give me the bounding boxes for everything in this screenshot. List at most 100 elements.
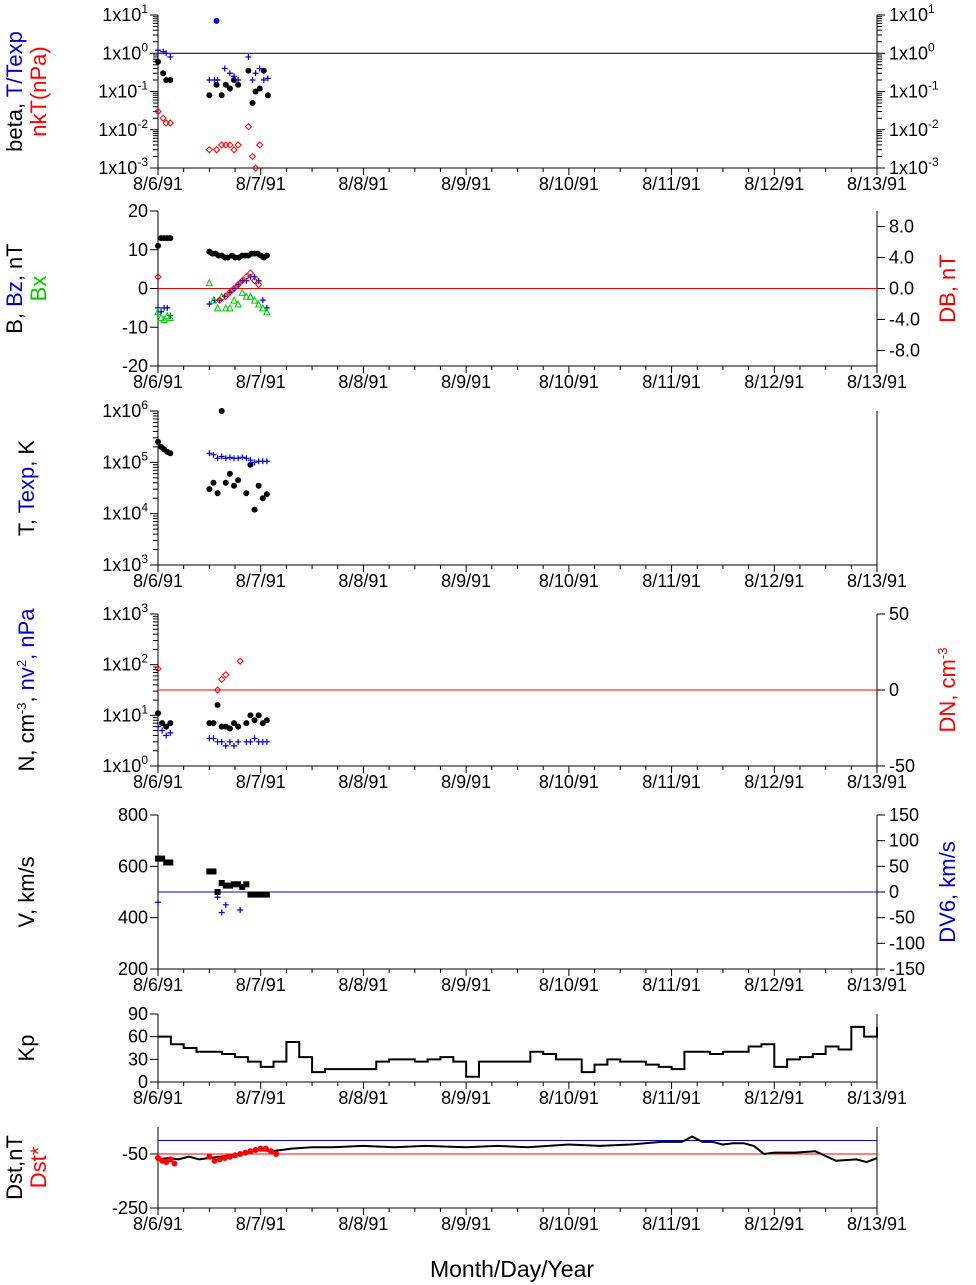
data-point-b-db bbox=[226, 288, 234, 297]
x-tick-label: 8/8/91 bbox=[338, 571, 388, 591]
right-tick-label-n: 0 bbox=[889, 680, 899, 700]
y-tick-label-beta: 1x101 bbox=[102, 2, 148, 25]
y-tick-label-n: 1x102 bbox=[102, 652, 148, 675]
data-point-t-texp bbox=[210, 451, 217, 458]
data-point-t-t bbox=[251, 506, 258, 513]
data-point-beta-nktnpa bbox=[255, 141, 264, 149]
right-tick-label-v: -150 bbox=[889, 959, 925, 979]
data-point-b-bx bbox=[246, 292, 255, 300]
data-point-t-t bbox=[243, 490, 250, 497]
data-point-t-texp bbox=[239, 454, 246, 461]
x-tick-label: 8/10/91 bbox=[539, 975, 599, 995]
data-point-n-dn bbox=[222, 671, 230, 679]
data-point-beta-beta bbox=[252, 88, 259, 95]
data-point-n-nv2 bbox=[210, 735, 217, 742]
x-tick-label: 8/8/91 bbox=[338, 174, 388, 194]
data-point-dst-dst bbox=[206, 1153, 213, 1160]
x-tick-label: 8/12/91 bbox=[744, 372, 804, 392]
data-point-t-texp bbox=[222, 455, 229, 462]
data-point-v-v bbox=[210, 868, 217, 875]
data-point-n-nv2 bbox=[163, 732, 170, 739]
data-point-beta-beta bbox=[222, 81, 229, 88]
data-point-beta-beta bbox=[206, 92, 213, 99]
y-tick-label-beta: 1x10-3 bbox=[98, 155, 148, 178]
x-tick-label: 8/10/91 bbox=[539, 1214, 599, 1234]
x-tick-label: 8/13/91 bbox=[847, 975, 907, 995]
data-point-beta-nktnpa bbox=[248, 152, 257, 161]
x-tick-label: 8/11/91 bbox=[642, 1088, 701, 1108]
x-tick-label: 8/7/91 bbox=[236, 1214, 286, 1234]
data-point-dst-dst bbox=[237, 1151, 244, 1157]
y-tick-label-b: 20 bbox=[128, 201, 148, 221]
y-axis-label-dst: Dst,nT bbox=[2, 1135, 27, 1200]
data-point-beta-ttexp bbox=[231, 73, 238, 80]
data-point-beta-ttexp bbox=[155, 47, 161, 54]
x-tick-label: 8/7/91 bbox=[236, 174, 286, 194]
data-point-b-b bbox=[263, 252, 270, 259]
y-tick-label-beta: 1x10-1 bbox=[98, 79, 148, 102]
x-tick-label: 8/13/91 bbox=[847, 1214, 907, 1234]
x-tick-label: 8/11/91 bbox=[642, 571, 701, 591]
data-point-n-n bbox=[255, 712, 262, 719]
data-point-t-t bbox=[214, 490, 221, 497]
data-point-beta-beta bbox=[155, 58, 161, 65]
x-tick-label: 8/11/91 bbox=[642, 772, 701, 792]
data-point-n-nv2 bbox=[222, 742, 229, 749]
data-point-dst-dst bbox=[267, 1148, 274, 1155]
right-tick-label-v: -50 bbox=[889, 908, 915, 928]
data-point-v-v bbox=[214, 889, 221, 895]
y-tick-label-b: -10 bbox=[122, 317, 148, 337]
x-tick-label: 8/12/91 bbox=[744, 1088, 804, 1108]
data-point-t-texp bbox=[218, 453, 225, 460]
data-point-v-dv6 bbox=[222, 901, 229, 908]
x-tick-label: 8/11/91 bbox=[642, 174, 701, 194]
y-axis-label-b: B, Bz, nT bbox=[2, 243, 27, 334]
x-tick-label: 8/9/91 bbox=[441, 372, 491, 392]
data-point-v-v bbox=[231, 881, 238, 888]
y-tick-label-t: 1x105 bbox=[102, 449, 148, 472]
data-point-dst-dst bbox=[257, 1145, 264, 1152]
data-point-beta-ttexp bbox=[256, 65, 263, 72]
x-tick-label: 8/6/91 bbox=[133, 571, 183, 591]
y-tick-label-kp: 0 bbox=[138, 1072, 148, 1092]
data-point-b-bx bbox=[234, 299, 242, 308]
data-point-beta-ttexp bbox=[235, 76, 242, 83]
data-point-n-n bbox=[218, 723, 225, 730]
data-point-t-texp bbox=[243, 455, 250, 462]
data-point-b-db bbox=[154, 273, 162, 281]
x-tick-label: 8/7/91 bbox=[236, 772, 286, 792]
data-point-n-n bbox=[247, 712, 254, 719]
data-point-dst-dst bbox=[221, 1155, 228, 1162]
data-point-b-bx bbox=[154, 307, 162, 316]
right-tick-label-v: 100 bbox=[889, 831, 919, 851]
x-tick-label: 8/6/91 bbox=[133, 1088, 183, 1108]
data-point-n-n bbox=[243, 720, 250, 727]
data-point-n-n bbox=[163, 723, 170, 730]
data-point-beta-beta bbox=[213, 81, 220, 88]
data-point-b-db bbox=[242, 273, 251, 281]
right-tick-label-beta: 1x10-2 bbox=[889, 117, 939, 140]
y-tick-label-v: 600 bbox=[118, 856, 148, 876]
x-tick-label: 8/9/91 bbox=[441, 571, 491, 591]
data-point-b-bz bbox=[164, 304, 171, 311]
data-point-beta-ttexp bbox=[264, 75, 271, 82]
y-tick-label-kp: 30 bbox=[128, 1049, 148, 1069]
y-tick-label-dst: -250 bbox=[112, 1198, 148, 1218]
data-point-b-bz bbox=[226, 289, 233, 296]
x-tick-label: 8/7/91 bbox=[236, 372, 286, 392]
data-point-t-t bbox=[255, 482, 262, 489]
panel-beta: 1x10-3 1x10-2 1x10-1 1x100 1x101 1x10-3 1x10-2… bbox=[2, 2, 939, 194]
data-point-v-dv6 bbox=[155, 899, 161, 906]
data-point-t-texp bbox=[214, 455, 221, 462]
x-tick-label: 8/6/91 bbox=[133, 772, 183, 792]
right-tick-label-b: -4.0 bbox=[889, 310, 920, 330]
x-tick-label: 8/13/91 bbox=[847, 174, 907, 194]
x-tick-label: 8/7/91 bbox=[236, 571, 286, 591]
data-point-b-bx bbox=[157, 313, 165, 322]
data-point-b-bx bbox=[209, 296, 218, 304]
data-point-n-nv2 bbox=[167, 729, 174, 736]
y-tick-label-t: 1x104 bbox=[102, 501, 148, 524]
y-tick-label-n: 1x103 bbox=[102, 601, 148, 624]
